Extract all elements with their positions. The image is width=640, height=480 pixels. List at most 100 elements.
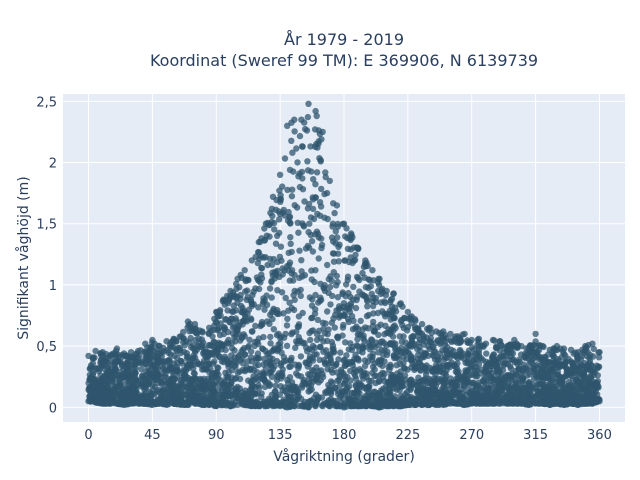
data-point [260,333,267,341]
x-tick-label: 360 [587,428,612,443]
data-point [266,320,273,327]
data-point [317,294,324,301]
data-point [318,185,325,193]
data-point [588,362,595,369]
data-point [312,402,319,410]
data-point [359,344,367,351]
data-point [366,346,374,353]
data-point [262,365,270,372]
data-point [189,376,196,383]
data-point [131,369,139,377]
data-point [221,353,229,360]
data-point [557,385,564,393]
data-point [539,400,546,407]
data-point [299,143,306,150]
data-point [222,316,229,323]
data-point [324,261,331,269]
data-point [163,338,170,345]
data-point [285,249,292,257]
data-point [308,327,315,335]
data-point [213,345,220,353]
data-point [362,402,369,410]
data-point [295,363,302,370]
data-point [483,378,490,386]
data-point [198,401,206,409]
data-point [298,268,305,275]
data-point [177,333,184,340]
data-point [596,349,603,356]
data-point [543,387,550,394]
data-point [523,390,530,397]
data-point [468,336,475,344]
data-point [360,371,367,379]
data-point [397,373,404,380]
data-point [142,400,149,407]
data-point [113,400,121,407]
data-point [192,336,199,344]
data-point [378,347,386,354]
data-point [494,364,501,371]
data-point [286,166,294,174]
data-point [308,276,315,283]
data-point [291,128,298,135]
data-point [418,401,426,409]
data-point [355,245,362,252]
data-point [304,348,311,355]
data-point [432,362,440,369]
data-point [90,393,97,401]
data-point [404,308,412,316]
data-point [511,400,518,407]
chart-title-line-1: År 1979 - 2019 [284,30,404,49]
data-point [330,348,337,355]
data-point [233,359,241,366]
data-point [145,378,152,385]
data-point [206,324,213,331]
data-point [315,299,322,306]
data-point [250,377,258,384]
data-point [567,400,575,407]
data-point [294,395,301,403]
data-point [274,287,281,294]
data-point [309,205,317,213]
data-point [594,372,601,379]
data-point [331,324,338,331]
data-point [537,362,544,369]
data-point [232,317,239,324]
data-point [220,296,227,303]
data-point [362,393,369,400]
data-point [277,195,284,202]
data-point [244,310,251,317]
data-point [313,169,321,176]
data-point [363,386,371,394]
data-point [370,277,377,284]
data-point [113,345,121,352]
data-point [312,107,319,115]
data-point [286,214,293,221]
data-point [283,342,291,349]
data-point [261,306,268,313]
data-point [411,401,419,409]
data-point [518,342,525,350]
data-point [263,232,270,239]
data-point [253,369,261,376]
x-tick-label: 180 [332,428,357,443]
data-point [321,190,328,198]
data-point [287,363,294,370]
data-point [447,337,455,344]
data-point [369,267,376,274]
data-point [186,328,193,335]
data-point [454,333,461,340]
data-point [504,400,511,407]
data-point [569,366,576,373]
data-point [276,171,284,178]
data-point [289,149,296,156]
data-point [491,376,498,384]
data-point [191,370,198,377]
data-point [411,316,419,323]
data-point [308,267,315,274]
data-point [452,363,459,370]
data-point [168,343,175,350]
data-point [303,359,310,367]
x-axis-ticks: 0 45 90 135 180 225 270 315 360 [84,428,611,443]
data-point [120,362,127,370]
